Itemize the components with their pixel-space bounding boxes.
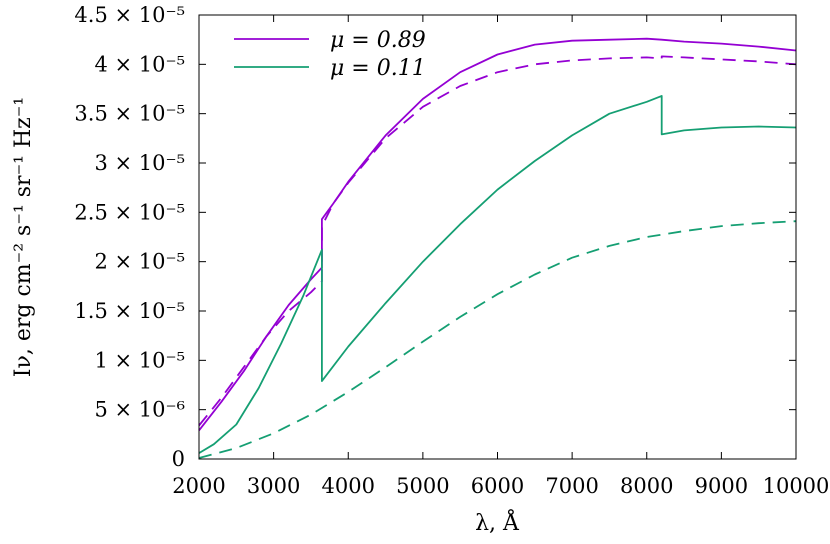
y-tick-label: 4.5 × 10⁻⁵ — [74, 3, 185, 27]
legend-label: μ = 0.89 — [330, 28, 426, 53]
y-tick-label: 0 — [172, 447, 185, 471]
legend: μ = 0.89 μ = 0.11 — [234, 28, 426, 81]
x-tick-label: 4000 — [322, 474, 375, 498]
series-line-4-dashed — [198, 220, 797, 459]
x-tick-label: 9000 — [695, 474, 748, 498]
x-tick-label: 3000 — [247, 474, 300, 498]
x-tick-label: 2000 — [172, 474, 225, 498]
plot-frame — [198, 14, 797, 460]
y-tick-label: 1 × 10⁻⁵ — [94, 348, 185, 372]
x-tick-label: 10000 — [763, 474, 830, 498]
series-line-3-solid — [198, 95, 797, 454]
y-tick-label: 4 × 10⁻⁵ — [94, 52, 185, 76]
legend-label: μ = 0.11 — [330, 56, 426, 81]
x-tick-label: 6000 — [471, 474, 524, 498]
y-axis-label: Iν, erg cm⁻² s⁻¹ sr⁻¹ Hz⁻¹ — [11, 97, 36, 377]
series-line-2-dashed — [198, 55, 797, 427]
y-tick-label: 3 × 10⁻⁵ — [94, 151, 185, 175]
x-axis-label: λ, Å — [475, 508, 520, 536]
y-tick-label: 2.5 × 10⁻⁵ — [74, 200, 185, 224]
y-tick-label: 5 × 10⁻⁶ — [94, 398, 185, 422]
x-axis-ticks: 2000 3000 4000 5000 6000 7000 8000 9000 10000 — [172, 15, 829, 498]
series-line-1-solid — [198, 37, 797, 431]
y-axis-ticks: 0 5 × 10⁻⁶ 1 × 10⁻⁵ 1.5 × 10⁻⁵ 2 × 10⁻⁵ 2.5 ×… — [74, 3, 796, 471]
y-tick-label: 1.5 × 10⁻⁵ — [74, 299, 185, 323]
y-tick-label: 3.5 × 10⁻⁵ — [74, 102, 185, 126]
x-tick-label: 8000 — [620, 474, 673, 498]
x-tick-label: 5000 — [396, 474, 449, 498]
x-tick-label: 7000 — [545, 474, 598, 498]
series-layer — [198, 37, 797, 459]
y-tick-label: 2 × 10⁻⁵ — [94, 250, 185, 274]
